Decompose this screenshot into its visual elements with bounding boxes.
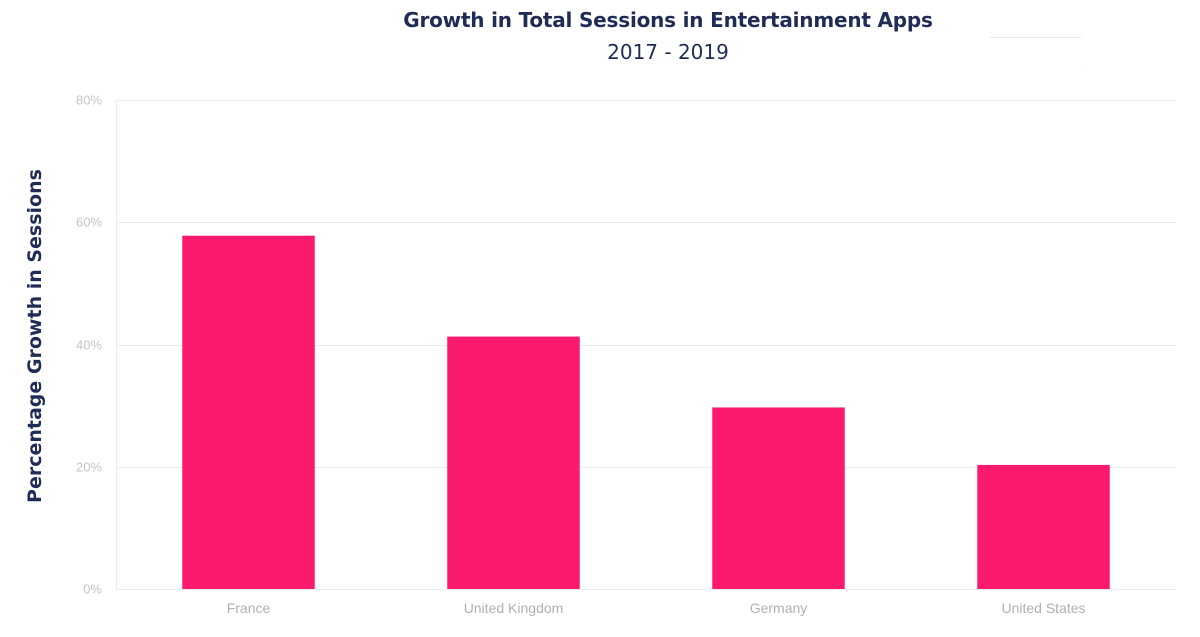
bar-united-kingdom <box>447 336 580 589</box>
bar-germany <box>712 407 845 589</box>
chart-title: Growth in Total Sessions in Entertainmen… <box>403 8 933 32</box>
x-tick-label: Germany <box>750 600 808 616</box>
y-tick-label: 0% <box>83 582 102 597</box>
chart-subtitle: 2017 - 2019 <box>607 40 729 64</box>
decorative-line <box>990 37 1081 38</box>
x-tick-label: France <box>227 600 271 616</box>
y-tick-label: 60% <box>76 215 102 230</box>
x-tick-label: United States <box>1001 600 1085 616</box>
y-tick-label: 80% <box>76 93 102 108</box>
bar-united-states <box>977 464 1110 589</box>
bar-france <box>182 235 315 589</box>
y-tick-labels: 0% 20% 40% 60% 80% <box>76 93 102 597</box>
y-tick-label: 40% <box>76 338 102 353</box>
bars <box>182 235 1110 589</box>
y-tick-label: 20% <box>76 460 102 475</box>
chart-header: Growth in Total Sessions in Entertainmen… <box>0 0 1200 80</box>
decorative-dot <box>1080 70 1081 71</box>
x-tick-label: United Kingdom <box>464 600 564 616</box>
x-tick-labels: France United Kingdom Germany United States <box>227 600 1086 616</box>
